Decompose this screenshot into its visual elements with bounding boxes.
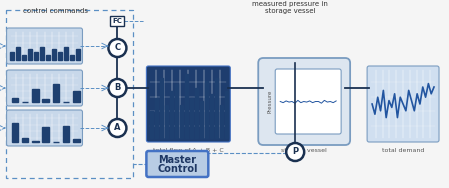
Text: FC: FC <box>113 18 123 24</box>
Bar <box>160 78 163 138</box>
Bar <box>22 138 28 142</box>
Bar <box>220 105 223 138</box>
Text: P: P <box>292 148 298 156</box>
Bar <box>190 98 193 138</box>
Bar <box>150 111 153 138</box>
Bar <box>180 105 183 138</box>
Circle shape <box>109 39 127 57</box>
Bar <box>195 88 198 138</box>
Circle shape <box>286 143 304 161</box>
Text: total flow of A + B + C: total flow of A + B + C <box>153 148 224 153</box>
FancyBboxPatch shape <box>7 28 83 64</box>
Bar <box>63 126 70 142</box>
Bar <box>225 91 228 138</box>
Bar <box>43 127 49 142</box>
Bar <box>70 55 74 60</box>
Bar <box>34 52 38 60</box>
FancyBboxPatch shape <box>258 58 350 145</box>
Circle shape <box>109 119 127 137</box>
Bar <box>32 89 39 102</box>
Bar <box>170 91 173 138</box>
Bar <box>205 81 208 138</box>
Text: A: A <box>114 124 121 133</box>
Bar <box>43 99 49 102</box>
FancyBboxPatch shape <box>146 151 208 177</box>
Text: control commands: control commands <box>23 8 88 14</box>
Text: measured pressure in
storage vessel: measured pressure in storage vessel <box>252 1 328 14</box>
Bar <box>53 49 56 60</box>
Bar <box>12 98 18 102</box>
Text: Control: Control <box>157 164 198 174</box>
Bar <box>53 84 59 102</box>
Bar <box>73 139 80 142</box>
Text: B: B <box>114 83 121 92</box>
Bar <box>165 105 168 138</box>
Text: Pressure: Pressure <box>268 90 273 113</box>
Text: Master: Master <box>158 155 196 165</box>
Bar <box>32 141 39 142</box>
Circle shape <box>109 79 127 97</box>
Bar <box>64 46 68 60</box>
Bar <box>10 52 14 60</box>
Bar <box>46 55 50 60</box>
Bar <box>110 16 124 26</box>
Bar <box>200 101 203 138</box>
Bar <box>40 46 44 60</box>
Bar <box>155 98 158 138</box>
Bar <box>175 84 178 138</box>
Bar <box>16 46 20 60</box>
FancyBboxPatch shape <box>146 66 230 142</box>
Text: C: C <box>114 43 120 52</box>
Bar <box>22 55 26 60</box>
Text: total demand: total demand <box>382 148 424 153</box>
Bar <box>28 49 32 60</box>
Bar <box>210 94 213 138</box>
FancyBboxPatch shape <box>7 110 83 146</box>
FancyBboxPatch shape <box>275 69 341 134</box>
Bar <box>12 123 18 142</box>
Bar <box>76 49 80 60</box>
Bar <box>58 52 62 60</box>
FancyBboxPatch shape <box>367 66 439 142</box>
Bar <box>185 74 188 138</box>
FancyBboxPatch shape <box>7 70 83 106</box>
Bar <box>215 78 218 138</box>
Text: storage vessel: storage vessel <box>282 148 327 153</box>
Bar <box>73 91 80 102</box>
